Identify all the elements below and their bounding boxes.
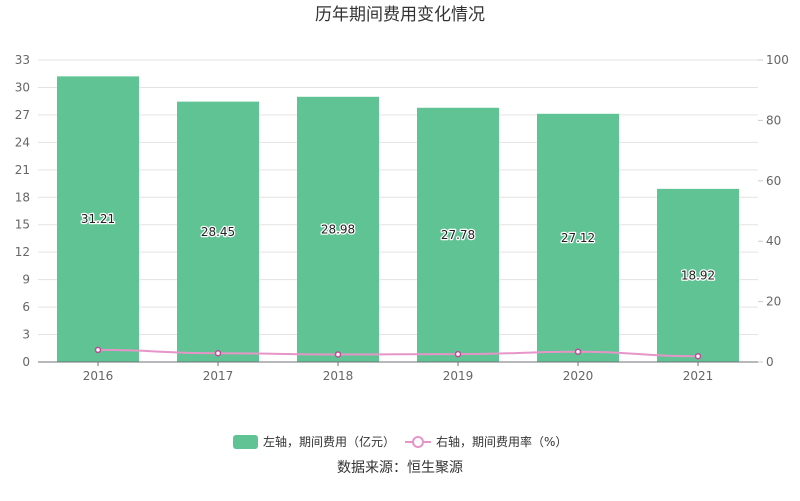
line-point bbox=[454, 350, 462, 358]
x-axis-tick-label: 2021 bbox=[683, 369, 714, 383]
line-series-path bbox=[97, 348, 699, 358]
right-axis-tick-label: 100 bbox=[766, 53, 789, 67]
bar-value-label: 27.12 bbox=[561, 231, 595, 245]
chart-title: 历年期间费用变化情况 bbox=[315, 5, 485, 25]
bar-value-label: 28.45 bbox=[201, 225, 235, 239]
x-axis-tick-label: 2018 bbox=[323, 369, 354, 383]
x-axis: 2016 2017 2018 2019 2020 2021 bbox=[38, 361, 758, 383]
left-y-axis: 0 3 6 9 12 15 18 21 24 27 30 33 bbox=[15, 53, 30, 369]
legend-bar-swatch[interactable] bbox=[233, 435, 258, 449]
line-point bbox=[334, 351, 342, 358]
left-axis-tick-label: 24 bbox=[15, 135, 30, 149]
bar bbox=[537, 113, 619, 362]
left-axis-tick-label: 30 bbox=[15, 80, 30, 94]
left-axis-tick-label: 27 bbox=[15, 108, 30, 122]
right-y-axis: 0 20 40 60 80 100 bbox=[758, 53, 789, 369]
bar-value-label: 28.98 bbox=[321, 222, 355, 236]
legend-line-marker-icon[interactable] bbox=[412, 436, 424, 448]
grid-lines bbox=[38, 59, 758, 363]
legend-line-label[interactable]: 右轴，期间费用率（%） bbox=[436, 434, 567, 449]
bar bbox=[657, 188, 739, 362]
x-axis-tick-label: 2016 bbox=[83, 369, 114, 383]
legend-bar-label[interactable]: 左轴，期间费用（亿元） bbox=[263, 434, 395, 449]
left-axis-tick-label: 15 bbox=[15, 218, 30, 232]
line-point bbox=[694, 353, 702, 360]
bar bbox=[57, 76, 139, 362]
left-axis-tick-label: 33 bbox=[15, 53, 30, 67]
bar bbox=[177, 101, 259, 362]
line-point bbox=[214, 349, 222, 357]
bar-series bbox=[57, 76, 739, 363]
right-axis-tick-label: 0 bbox=[766, 355, 774, 369]
x-axis-tick-label: 2019 bbox=[443, 369, 474, 383]
line-point bbox=[94, 346, 102, 354]
bar-value-label: 27.78 bbox=[441, 228, 475, 242]
right-axis-tick-label: 20 bbox=[766, 295, 781, 309]
x-axis-tick-label: 2020 bbox=[563, 369, 594, 383]
right-axis-tick-label: 80 bbox=[766, 113, 781, 127]
left-axis-tick-label: 6 bbox=[22, 300, 30, 314]
right-axis-tick-label: 40 bbox=[766, 234, 781, 248]
line-point bbox=[574, 348, 582, 355]
data-source-note: 数据来源：恒生聚源 bbox=[337, 460, 463, 476]
bar bbox=[417, 107, 499, 363]
line-series bbox=[94, 346, 702, 360]
legend[interactable]: 左轴，期间费用（亿元） 右轴，期间费用率（%） bbox=[233, 434, 567, 449]
x-axis-tick-label: 2017 bbox=[203, 369, 234, 383]
right-axis-tick-label: 60 bbox=[766, 174, 781, 188]
bar-value-label: 18.92 bbox=[681, 268, 715, 282]
left-axis-tick-label: 9 bbox=[22, 273, 30, 287]
left-axis-tick-label: 3 bbox=[22, 328, 30, 342]
left-axis-tick-label: 18 bbox=[15, 190, 30, 204]
bar-value-label: 31.21 bbox=[81, 212, 115, 226]
left-axis-tick-label: 21 bbox=[15, 163, 30, 177]
left-axis-tick-label: 0 bbox=[22, 355, 30, 369]
bar bbox=[297, 96, 379, 362]
bar-data-labels: 31.21 28.45 28.98 27.78 27.12 18.92 bbox=[80, 211, 717, 284]
left-axis-tick-label: 12 bbox=[15, 245, 30, 259]
